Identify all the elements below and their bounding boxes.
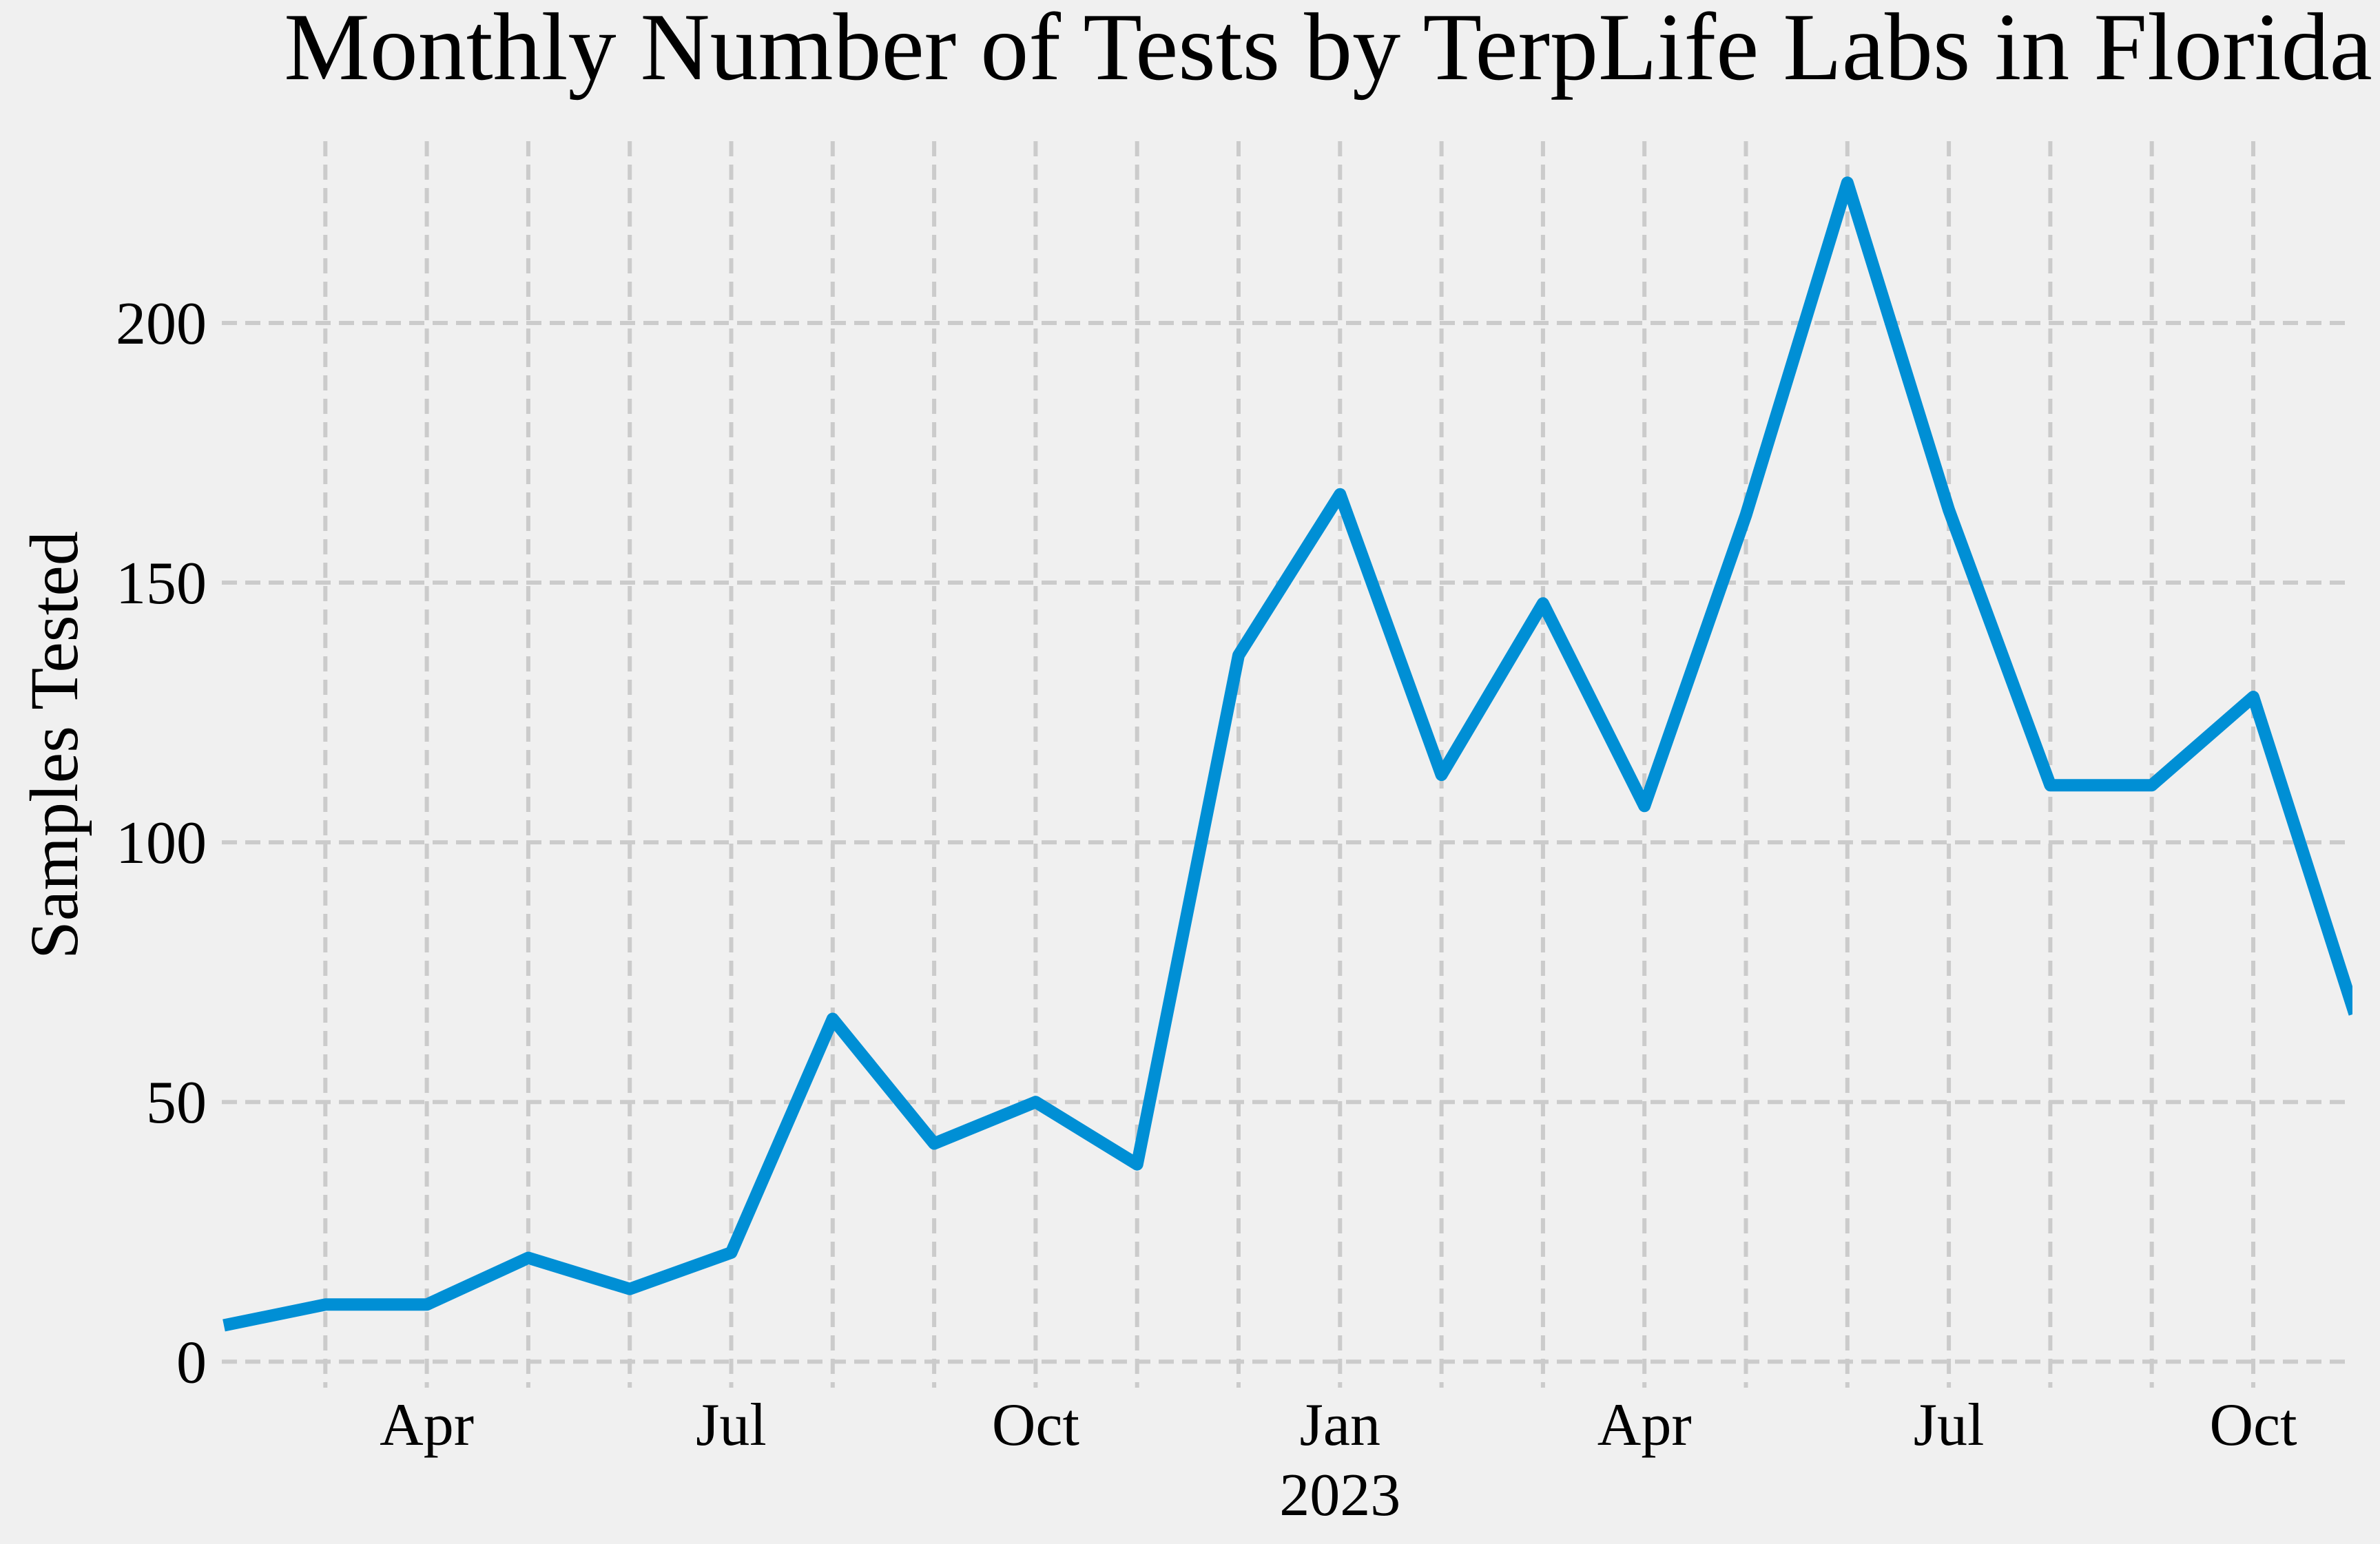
x-tick-label: Jul [696, 1392, 767, 1459]
x-tick-label: Jan [1300, 1392, 1380, 1459]
series-line [223, 176, 2352, 1332]
series-layer [223, 176, 2352, 1332]
x-tick-label: Apr [380, 1392, 474, 1459]
y-tick-label: 100 [116, 810, 207, 877]
x-tick-label: Oct [992, 1392, 1079, 1459]
y-tick-label: 50 [146, 1070, 207, 1136]
x-tick-label: Oct [2209, 1392, 2297, 1459]
grid [222, 141, 2352, 1388]
y-tick-label: 0 [176, 1329, 207, 1396]
y-axis-label: Samples Tested [16, 531, 92, 959]
tick-labels: 0 50 100 150 200 Apr Jul Oct Jan Apr Jul Oct 2023 [116, 291, 2297, 1529]
x-tick-label: Apr [1597, 1392, 1692, 1459]
x-tick-label: Jul [1914, 1392, 1985, 1459]
y-tick-label: 150 [116, 550, 207, 617]
x-year-label: 2023 [1279, 1462, 1400, 1529]
chart-title: Monthly Number of Tests by TerpLife Labs… [284, 0, 2372, 101]
y-tick-label: 200 [116, 291, 207, 357]
